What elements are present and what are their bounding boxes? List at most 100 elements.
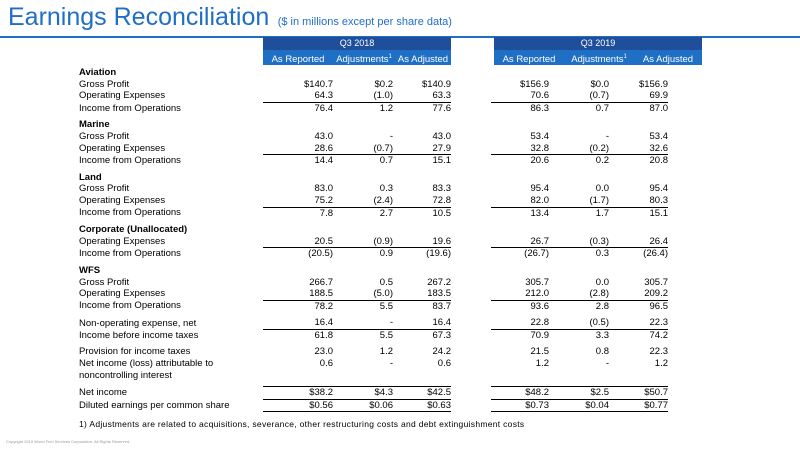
value-cell: 1.2 bbox=[379, 346, 393, 358]
value-cell: 0.7 bbox=[595, 102, 609, 114]
value-cell: 13.4 bbox=[530, 207, 550, 219]
row-label-text: Income from Operations bbox=[79, 102, 181, 114]
value-cell: 74.2 bbox=[649, 329, 669, 341]
value-cell: 75.2 bbox=[263, 194, 333, 208]
table-row: Gross Profit 266.7 0.5 267.2 305.7 0.0 305.7 bbox=[79, 277, 668, 289]
value-cell: (0.5) bbox=[549, 317, 609, 330]
value-cell: 209.2 bbox=[609, 288, 668, 301]
value-cell: 64.3 bbox=[263, 90, 333, 103]
column-gap bbox=[451, 143, 491, 155]
page-subtitle: ($ in millions except per share data) bbox=[277, 16, 452, 28]
value-cell: 22.8 bbox=[491, 317, 549, 330]
row-label-text: Non-operating expense, net bbox=[79, 317, 197, 329]
value-cell: 0.6 bbox=[437, 358, 451, 370]
value-cell: 15.1 bbox=[432, 155, 452, 167]
value-cell: 212.0 bbox=[491, 288, 549, 301]
column-gap bbox=[451, 387, 491, 400]
value-cell: $0.0 bbox=[590, 78, 610, 90]
row-label-text: Income from Operations bbox=[79, 300, 181, 312]
table-row: Income from Operations 14.4 0.7 15.1 20.6 0.2… bbox=[79, 155, 668, 167]
column-gap bbox=[451, 317, 491, 329]
row-label-text: Gross Profit bbox=[79, 183, 130, 195]
value-cell: $2.5 bbox=[549, 386, 609, 400]
table-row: Operating Expenses 64.3 (1.0) 63.3 70.6 (0.7)… bbox=[79, 90, 668, 103]
value-cell: 95.4 bbox=[530, 183, 550, 195]
table-row: Operating Expenses 20.5 (0.9) 19.6 26.7 (0.3)… bbox=[79, 235, 668, 249]
value-cell: (2.4) bbox=[333, 194, 393, 208]
value-cell: 20.6 bbox=[530, 155, 550, 167]
row-label: Income from Operations bbox=[79, 155, 263, 167]
value-cell: - bbox=[389, 358, 393, 370]
value-cell: 93.6 bbox=[530, 300, 550, 312]
table-row: Income from Operations (20.5) 0.9 (19.6) (26… bbox=[79, 248, 668, 260]
column-headers-q3-2018: As Reported Adjustments1 As Adjusted bbox=[263, 50, 451, 65]
value-cell: (20.5) bbox=[308, 248, 333, 260]
row-label: Income from Operations bbox=[79, 207, 263, 219]
col-adjustments-label: Adjustments bbox=[571, 54, 624, 66]
value-cell: 0.3 bbox=[379, 183, 393, 195]
table-row: Operating Expenses 188.5 (5.0) 183.5 212.0 (2… bbox=[79, 288, 668, 301]
value-cell: $0.2 bbox=[374, 78, 394, 90]
col-adjustments: Adjustments1 bbox=[333, 50, 395, 67]
value-cell: 43.0 bbox=[314, 130, 334, 142]
value-cell: (0.9) bbox=[333, 235, 393, 249]
value-cell: 14.4 bbox=[314, 155, 334, 167]
value-cell: (1.0) bbox=[333, 90, 393, 103]
col-as-adjusted: As Adjusted bbox=[642, 54, 694, 66]
value-cell: (26.4) bbox=[643, 248, 668, 260]
value-cell: 0.5 bbox=[379, 276, 393, 288]
section-label: WFS bbox=[79, 264, 101, 276]
row-label-text: Gross Profit bbox=[79, 276, 130, 288]
row-label: Gross Profit bbox=[79, 277, 263, 289]
row-label-text: Net income bbox=[79, 387, 128, 399]
value-cell: 188.5 bbox=[263, 288, 333, 301]
value-cell: 27.9 bbox=[393, 142, 451, 156]
value-cell: $0.63 bbox=[393, 399, 451, 413]
value-cell: 0.2 bbox=[595, 155, 609, 167]
table-row: Operating Expenses 75.2 (2.4) 72.8 82.0 (1.7)… bbox=[79, 194, 668, 208]
row-label-text: Diluted earnings per common share bbox=[79, 399, 230, 411]
value-cell: (0.7) bbox=[333, 142, 393, 156]
value-cell: 67.3 bbox=[432, 329, 452, 341]
value-cell: 83.3 bbox=[432, 183, 452, 195]
row-label-text: Net income (loss) attributable to bbox=[79, 358, 214, 370]
row-label: Gross Profit bbox=[79, 79, 263, 91]
table-row: Income before income taxes 61.8 5.5 67.3 70.… bbox=[79, 329, 668, 341]
section-header-row: Land bbox=[79, 172, 668, 184]
table-row: Net income (loss) attributable to noncont… bbox=[79, 358, 668, 381]
table-row: Income from Operations 76.4 1.2 77.6 86.3 0.7… bbox=[79, 102, 668, 114]
section-label: Corporate (Unallocated) bbox=[79, 224, 188, 236]
value-cell: 15.1 bbox=[649, 207, 669, 219]
row-label-text: Income from Operations bbox=[79, 207, 181, 219]
value-cell: $38.2 bbox=[263, 386, 333, 400]
reconciliation-table: Aviation Gross Profit $140.7 $0.2 $140.9 $156… bbox=[79, 67, 669, 413]
row-label: Income before income taxes bbox=[79, 329, 263, 341]
value-cell: 87.0 bbox=[649, 102, 669, 114]
column-gap bbox=[451, 329, 491, 341]
value-cell: 1.7 bbox=[595, 207, 609, 219]
column-gap bbox=[451, 248, 491, 260]
row-label: Net income bbox=[79, 387, 263, 400]
value-cell: 96.5 bbox=[649, 300, 669, 312]
value-cell: (0.3) bbox=[549, 235, 609, 249]
value-cell: 0.3 bbox=[595, 248, 609, 260]
row-label: Income from Operations bbox=[79, 300, 263, 312]
col-adjustments-label: Adjustments bbox=[336, 54, 389, 66]
column-gap bbox=[451, 300, 491, 312]
value-cell: 32.6 bbox=[609, 142, 668, 156]
value-cell: 95.4 bbox=[649, 183, 669, 195]
row-label-text: Provision for income taxes bbox=[79, 346, 191, 358]
value-cell: 26.4 bbox=[609, 235, 668, 249]
value-cell: $0.56 bbox=[263, 399, 333, 413]
column-gap bbox=[451, 131, 491, 143]
value-cell: 0.0 bbox=[595, 276, 609, 288]
value-cell: $0.04 bbox=[549, 399, 609, 413]
value-cell: 305.7 bbox=[525, 276, 549, 288]
section-label: Marine bbox=[79, 119, 110, 131]
row-label: Diluted earnings per common share bbox=[79, 399, 263, 412]
value-cell: 22.3 bbox=[609, 317, 668, 330]
value-cell: - bbox=[333, 317, 393, 330]
column-gap bbox=[451, 183, 491, 195]
column-gap bbox=[451, 207, 491, 219]
value-cell: (26.7) bbox=[524, 248, 549, 260]
